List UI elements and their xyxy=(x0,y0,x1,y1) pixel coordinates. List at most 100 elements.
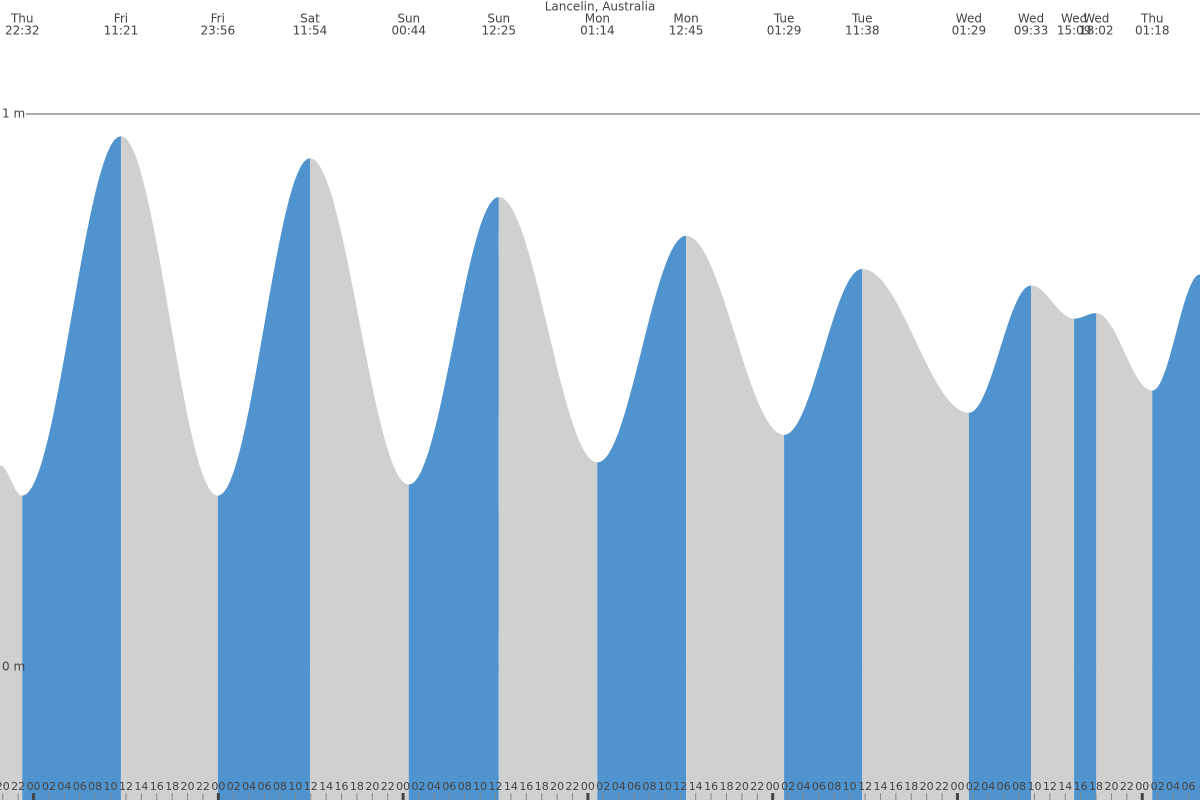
x-tick-label: 00 xyxy=(581,780,595,793)
x-tick-label: 22 xyxy=(1120,780,1134,793)
extreme-day: Thu xyxy=(1140,12,1164,26)
tide-segment xyxy=(1031,285,1075,800)
extreme-time: 11:21 xyxy=(104,24,139,38)
x-tick-label: 22 xyxy=(196,780,210,793)
extreme-day: Wed xyxy=(956,12,982,26)
x-tick-label: 14 xyxy=(1058,780,1072,793)
x-tick-label: 08 xyxy=(273,780,287,793)
x-tick-label: 16 xyxy=(1074,780,1088,793)
tide-segment xyxy=(498,196,598,800)
x-tick-label: 14 xyxy=(504,780,518,793)
x-tick-label: 18 xyxy=(165,780,179,793)
x-tick-label: 02 xyxy=(781,780,795,793)
x-tick-label: 20 xyxy=(365,780,379,793)
x-tick-label: 06 xyxy=(258,780,272,793)
tide-segment xyxy=(597,235,687,800)
x-tick-label: 20 xyxy=(550,780,564,793)
extreme-time: 01:29 xyxy=(767,24,802,38)
tide-segment xyxy=(120,136,218,800)
x-tick-label: 12 xyxy=(489,780,503,793)
extreme-time: 01:14 xyxy=(580,24,615,38)
x-tick-label: 06 xyxy=(812,780,826,793)
x-tick-label: 10 xyxy=(104,780,118,793)
x-tick-label: 10 xyxy=(1027,780,1041,793)
extreme-day: Tue xyxy=(773,12,795,26)
x-tick-label: 16 xyxy=(704,780,718,793)
x-tick-label: 06 xyxy=(442,780,456,793)
extreme-day: Sun xyxy=(487,12,510,26)
x-tick-label: 00 xyxy=(950,780,964,793)
x-tick-label: 12 xyxy=(119,780,133,793)
x-tick-label: 18 xyxy=(1089,780,1103,793)
extreme-day: Thu xyxy=(10,12,34,26)
x-tick-label: 12 xyxy=(1043,780,1057,793)
x-tick-label: 02 xyxy=(42,780,56,793)
x-tick-label: 22 xyxy=(381,780,395,793)
x-tick-label: 02 xyxy=(596,780,610,793)
x-tick-label: 00 xyxy=(396,780,410,793)
extreme-time: 22:32 xyxy=(5,24,40,38)
extreme-day: Sat xyxy=(300,12,320,26)
x-tick-label: 10 xyxy=(843,780,857,793)
x-tick-label: 00 xyxy=(211,780,225,793)
tide-segment xyxy=(1152,274,1200,800)
tide-segment xyxy=(862,268,969,800)
tide-segment xyxy=(217,158,310,800)
x-tick-label: 08 xyxy=(827,780,841,793)
extreme-day: Fri xyxy=(211,12,225,26)
x-tick-label: 20 xyxy=(1104,780,1118,793)
tide-segment xyxy=(1074,313,1097,800)
x-tick-label: 22 xyxy=(566,780,580,793)
x-tick-label: 10 xyxy=(473,780,487,793)
x-tick-label: 04 xyxy=(242,780,256,793)
x-tick-label: 08 xyxy=(88,780,102,793)
x-tick-label: 12 xyxy=(673,780,687,793)
x-tick-label: 04 xyxy=(981,780,995,793)
x-tick-label: 06 xyxy=(627,780,641,793)
extreme-time: 12:45 xyxy=(669,24,704,38)
extreme-day: Mon xyxy=(673,12,698,26)
extreme-day: Wed xyxy=(1083,12,1109,26)
x-tick-label: 16 xyxy=(519,780,533,793)
x-tick-label: 04 xyxy=(57,780,71,793)
y-tick-label: 0 m xyxy=(2,660,25,674)
extreme-time: 00:44 xyxy=(391,24,426,38)
x-tick-label: 06 xyxy=(73,780,87,793)
x-tick-label: 14 xyxy=(873,780,887,793)
x-tick-label: 14 xyxy=(319,780,333,793)
x-tick-label: 16 xyxy=(150,780,164,793)
extreme-day: Sun xyxy=(397,12,420,26)
x-tick-label: 18 xyxy=(350,780,364,793)
x-tick-label: 20 xyxy=(0,780,10,793)
extreme-time: 01:29 xyxy=(952,24,987,38)
tide-segment xyxy=(784,268,863,800)
x-tick-label: 10 xyxy=(658,780,672,793)
extreme-time: 11:38 xyxy=(845,24,880,38)
x-tick-label: 08 xyxy=(458,780,472,793)
x-tick-label: 08 xyxy=(1012,780,1026,793)
chart-title: Lancelin, Australia xyxy=(545,0,656,14)
x-tick-label: 06 xyxy=(1181,780,1195,793)
x-tick-label: 12 xyxy=(304,780,318,793)
x-tick-label: 22 xyxy=(11,780,25,793)
x-tick-label: 18 xyxy=(904,780,918,793)
extreme-time: 11:54 xyxy=(293,24,328,38)
extreme-day: Wed xyxy=(1061,12,1087,26)
x-tick-label: 04 xyxy=(796,780,810,793)
x-tick-label: 12 xyxy=(858,780,872,793)
x-tick-label: 22 xyxy=(935,780,949,793)
x-tick-label: 20 xyxy=(920,780,934,793)
x-tick-label: 20 xyxy=(181,780,195,793)
x-tick-label: 18 xyxy=(535,780,549,793)
x-tick-label: 04 xyxy=(612,780,626,793)
x-tick-label: 14 xyxy=(134,780,148,793)
tide-segment xyxy=(309,158,409,800)
x-tick-label: 06 xyxy=(997,780,1011,793)
extreme-time: 18:02 xyxy=(1079,24,1114,38)
x-tick-label: 02 xyxy=(227,780,241,793)
x-tick-label: 02 xyxy=(412,780,426,793)
extreme-day: Fri xyxy=(114,12,128,26)
y-tick-label: 1 m xyxy=(2,106,25,120)
tide-segment xyxy=(686,235,785,800)
x-tick-label: 08 xyxy=(643,780,657,793)
